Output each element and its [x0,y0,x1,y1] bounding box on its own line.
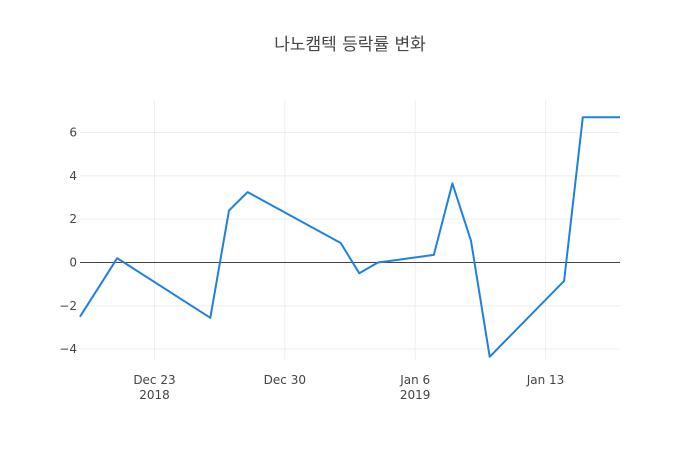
y-tick-label: 2 [69,212,77,226]
y-tick-label: −4 [59,342,77,356]
y-tick-label: −2 [59,299,77,313]
x-tick-label: Jan 6 [399,373,430,387]
chart-title: 나노캠텍 등락률 변화 [274,35,426,55]
x-tick-label: Dec 30 [264,373,306,387]
grid-layer [80,100,620,360]
series-line [79,116,620,358]
x-tick-label: Dec 23 [133,373,175,387]
y-axis-ticks: −4 −2 0 2 4 6 [59,126,77,357]
series-layer [79,116,620,358]
x-tick-sublabel: 2019 [400,388,431,402]
y-tick-label: 6 [69,126,77,140]
y-tick-label: 4 [69,169,77,183]
x-tick-sublabel: 2018 [139,388,170,402]
y-tick-label: 0 [69,256,77,270]
x-tick-label: Jan 13 [526,373,565,387]
